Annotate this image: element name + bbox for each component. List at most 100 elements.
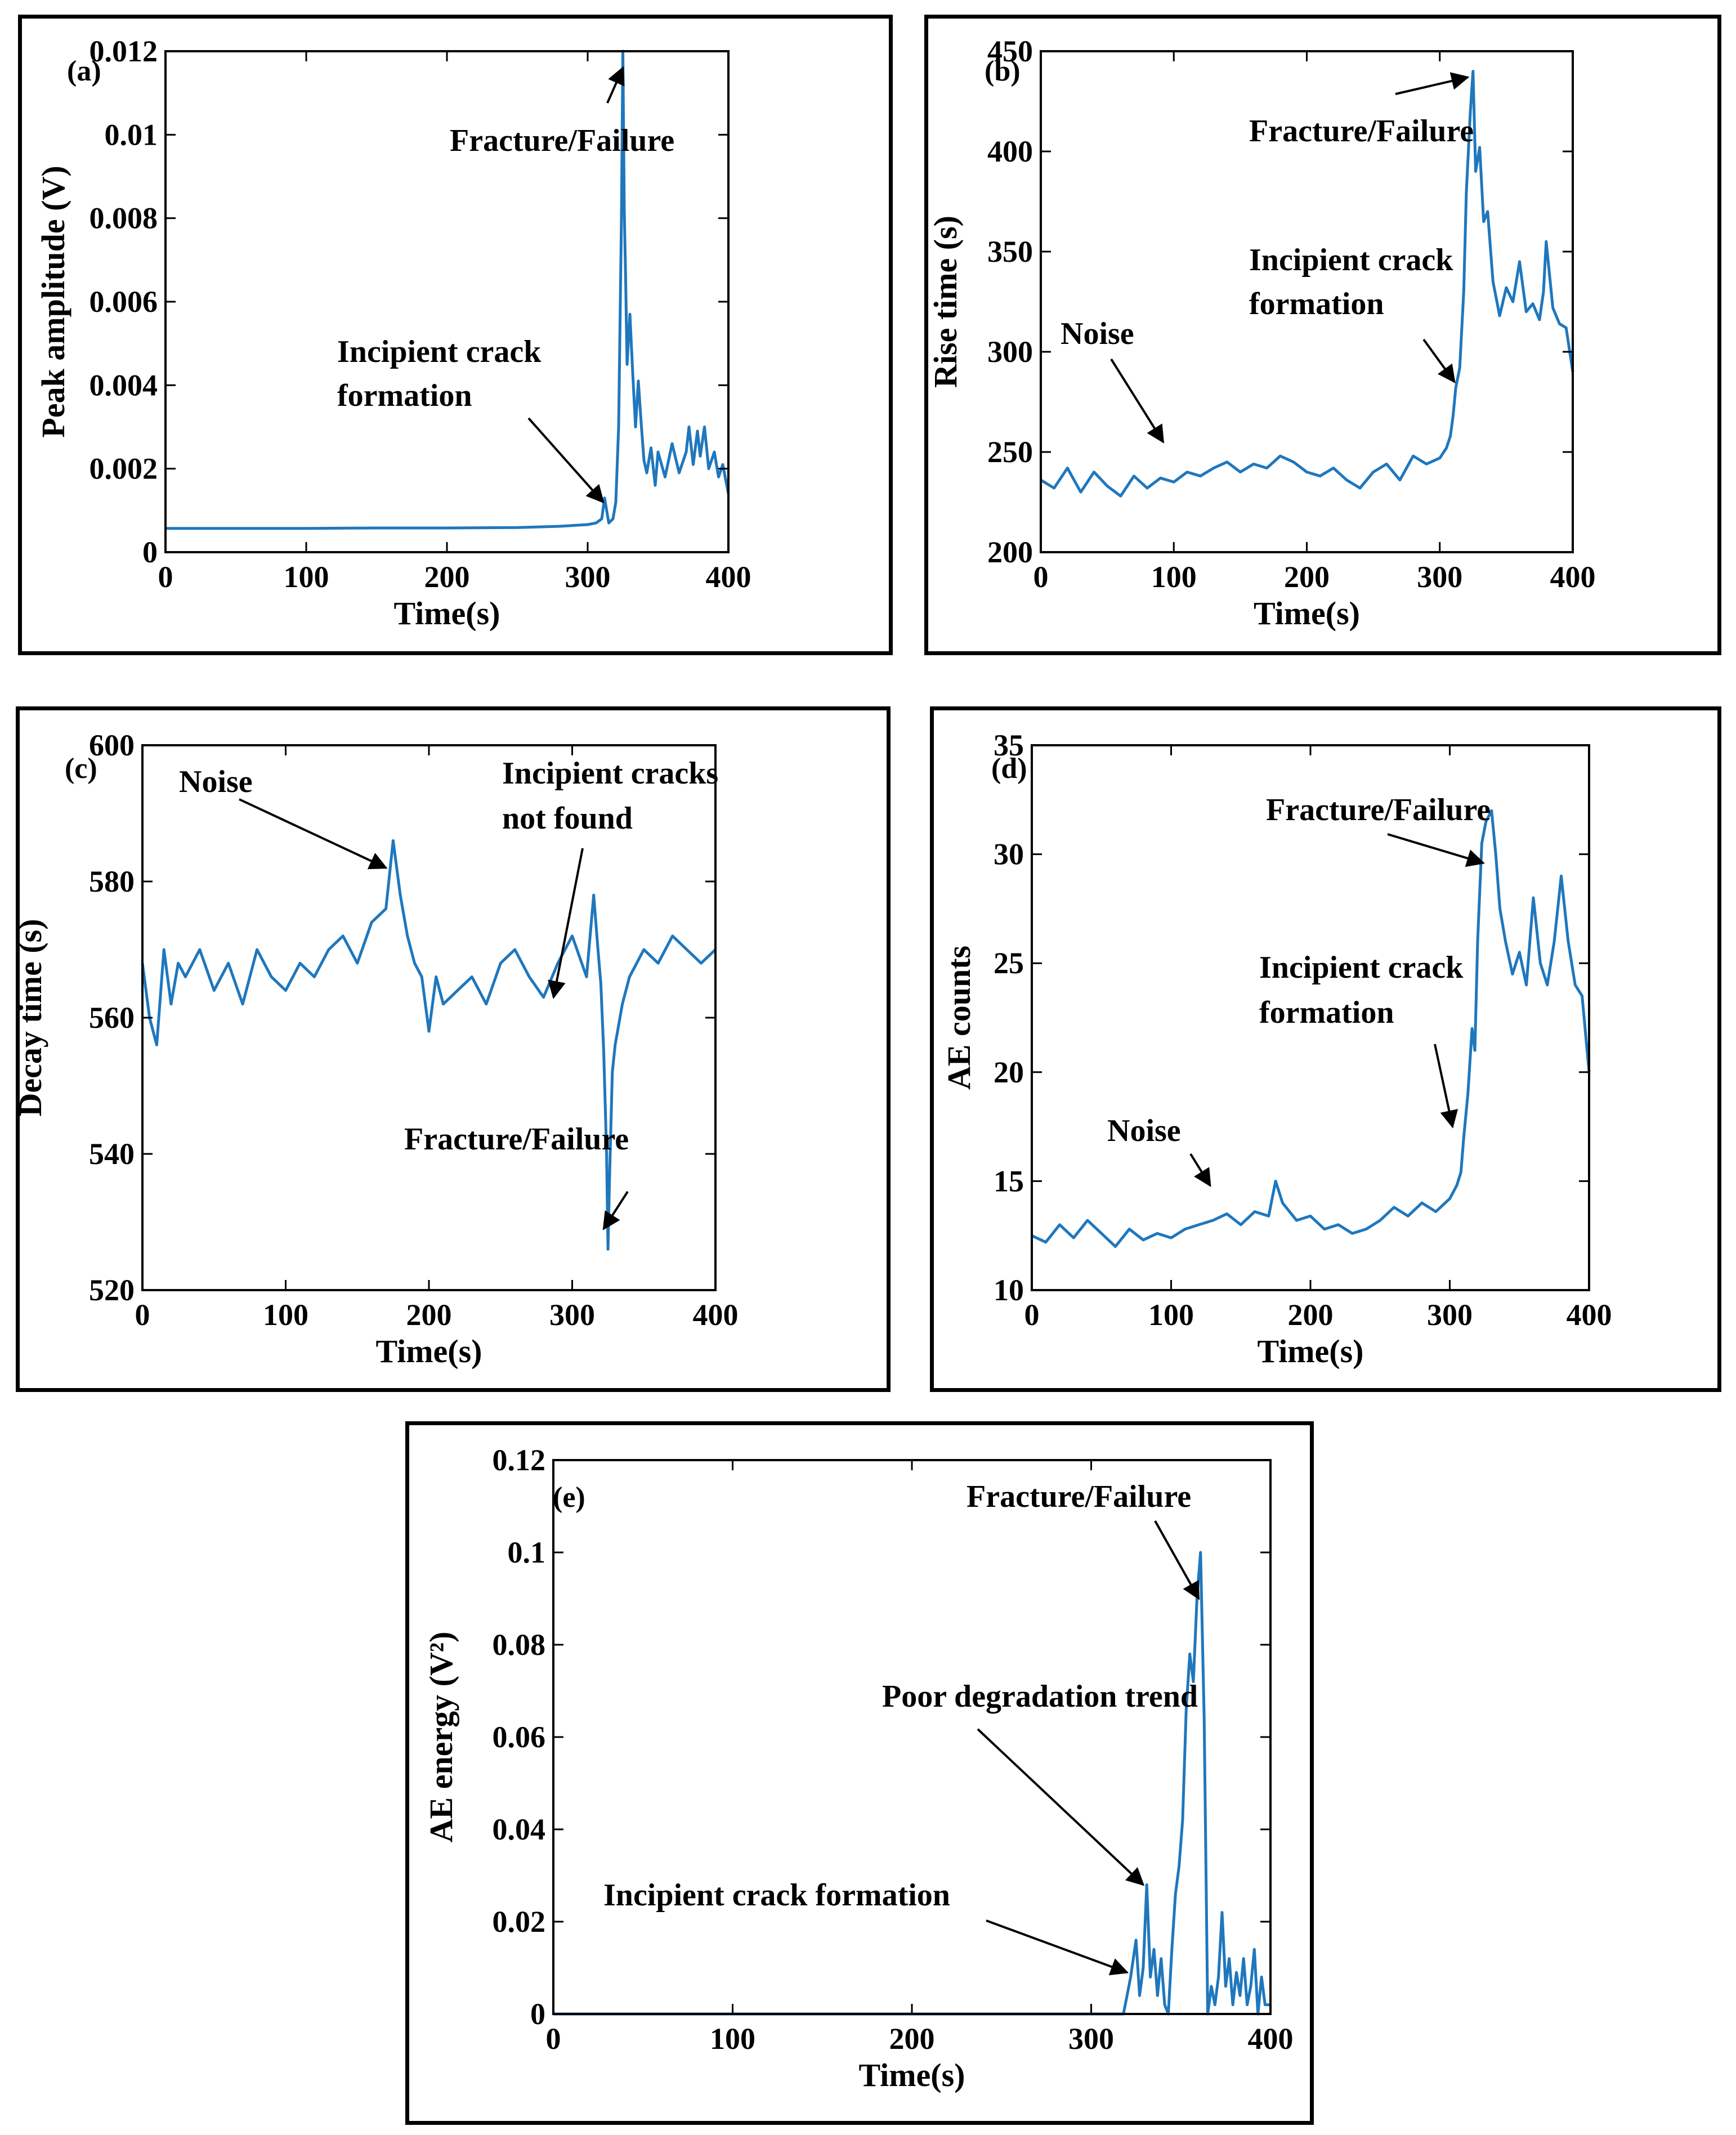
x-tick-label: 200 [1284,560,1330,594]
annotation-arrow [1154,1520,1200,1600]
annotation-text: not found [502,801,633,836]
y-tick-label: 540 [89,1137,135,1171]
chart-svg-c: 0 100 200 300 400 520 540 560 580 600 Time(s) Decay… [20,728,739,1369]
x-tick-label: 200 [406,1298,452,1332]
annotation-text: formation [1249,287,1384,321]
panel-label: (e) [553,1481,585,1514]
annotation-text: Noise [1061,316,1134,351]
annotation-text: Fracture/Failure [967,1479,1191,1514]
annotation-arrow [548,848,584,999]
x-tick-label: 0 [546,2022,561,2056]
y-tick-label: 0.012 [90,34,158,68]
annotation-arrow [1422,338,1456,383]
x-tick-label: 400 [1248,2022,1294,2056]
annotation-arrow [986,1919,1129,1976]
chart-svg-d: 0 100 200 300 400 10 15 20 25 30 35 Time(s) AE count… [941,728,1612,1369]
y-tick-label: 0.12 [493,1443,546,1477]
annotation-text: Incipient crack formation [603,1878,950,1913]
panel-a: 0 100 200 300 400 0 0.002 0.004 0.006 0.008 0.01 0.… [18,15,893,655]
y-tick-label: 0.06 [493,1720,546,1754]
annotation-arrow [239,798,388,870]
annotation-text: Noise [179,764,253,799]
x-tick-label: 300 [549,1298,595,1332]
series-line-d [1031,809,1591,1248]
x-tick-label: 400 [1567,1298,1612,1332]
annotation-arrow [527,417,605,504]
annotation-arrow [1387,833,1485,867]
x-tick-label: 400 [693,1298,739,1332]
y-tick-label: 0.04 [493,1812,546,1846]
annotation-text: formation [337,378,472,413]
panel-d: 0 100 200 300 400 10 15 20 25 30 35 Time(s) AE count… [930,706,1721,1392]
x-tick-label: 200 [889,2022,935,2056]
y-tick-label: 200 [987,535,1033,569]
y-tick-label: 0.08 [493,1628,546,1662]
annotation-text: Noise [1107,1113,1181,1148]
x-tick-label: 0 [158,560,173,594]
y-tick-label: 0.006 [90,285,158,319]
panel-label: (c) [65,753,97,785]
panel-label: (a) [67,55,101,87]
x-tick-label: 100 [710,2022,755,2056]
y-tick-label: 520 [89,1273,135,1307]
series-line-a [165,50,730,530]
x-tick-label: 100 [263,1298,308,1332]
annotation-text: Incipient crack [1249,243,1453,277]
annotation-text: Incipient crack [1259,950,1464,985]
series-line-e [553,1551,1270,2016]
y-tick-label: 250 [987,435,1033,469]
y-axis-title: AE energy (V²) [423,1632,459,1843]
x-tick-label: 300 [1068,2022,1114,2056]
y-tick-label: 30 [994,838,1024,871]
x-tick-label: 200 [1288,1298,1334,1332]
chart-svg-e: 0 100 200 300 400 0 0.02 0.04 0.06 0.08 0.1 0.12 Tim… [423,1443,1294,2093]
annotation-arrow [977,1728,1145,1886]
annotation-text: Incipient cracks [502,756,718,791]
x-tick-label: 300 [1427,1298,1473,1332]
y-tick-label: 600 [89,728,135,762]
y-tick-label: 35 [994,728,1024,762]
y-tick-label: 0.01 [105,118,158,151]
annotation-arrow [602,1190,629,1230]
x-tick-label: 100 [1151,560,1197,594]
y-axis-title: Decay time (s) [20,919,48,1116]
annotation-text: Fracture/Failure [1249,114,1474,149]
annotation-text: Poor degradation trend [882,1679,1198,1714]
x-tick-label: 100 [284,560,329,594]
chart-svg-a: 0 100 200 300 400 0 0.002 0.004 0.006 0.008 0.01 0.… [35,34,751,632]
y-tick-label: 0.008 [90,202,158,235]
x-tick-label: 100 [1148,1298,1194,1332]
y-tick-label: 0 [142,535,158,569]
y-tick-label: 0.02 [493,1905,546,1939]
y-tick-label: 350 [987,235,1033,268]
y-tick-label: 15 [994,1164,1024,1198]
x-axis-title: Time(s) [858,2057,965,2093]
y-tick-label: 10 [994,1273,1024,1307]
annotation-text: Fracture/Failure [1266,793,1491,827]
y-axis-title: Rise time (s) [928,216,964,388]
y-tick-label: 400 [987,135,1033,168]
panel-b: 0 100 200 300 400 200 250 300 350 400 450 Time(s) Ri… [924,15,1721,655]
series-line-c [141,839,717,1251]
x-axis-title: Time(s) [393,595,500,632]
chart-svg-b: 0 100 200 300 400 200 250 300 350 400 450 Time(s) Ri… [928,34,1596,632]
x-tick-label: 400 [1550,560,1596,594]
x-axis-title: Time(s) [1257,1333,1363,1369]
y-tick-label: 580 [89,865,135,898]
annotation-text: Fracture/Failure [404,1122,629,1157]
y-axis-title: Peak amplitude (V) [35,165,71,437]
annotation-arrow [1395,72,1470,95]
x-tick-label: 200 [424,560,470,594]
plot-frame-e [552,1459,1272,2015]
y-tick-label: 300 [987,335,1033,369]
x-tick-label: 300 [565,560,611,594]
series-line-b [1040,70,1574,498]
y-tick-label: 450 [987,34,1033,68]
x-tick-label: 400 [706,560,751,594]
x-tick-label: 0 [135,1298,150,1332]
annotation-arrow [1434,1044,1458,1129]
panel-label: (d) [991,753,1027,785]
x-tick-label: 300 [1417,560,1462,594]
panel-e: 0 100 200 300 400 0 0.02 0.04 0.06 0.08 0.1 0.12 Tim… [405,1421,1314,2125]
y-tick-label: 0.002 [90,452,158,486]
